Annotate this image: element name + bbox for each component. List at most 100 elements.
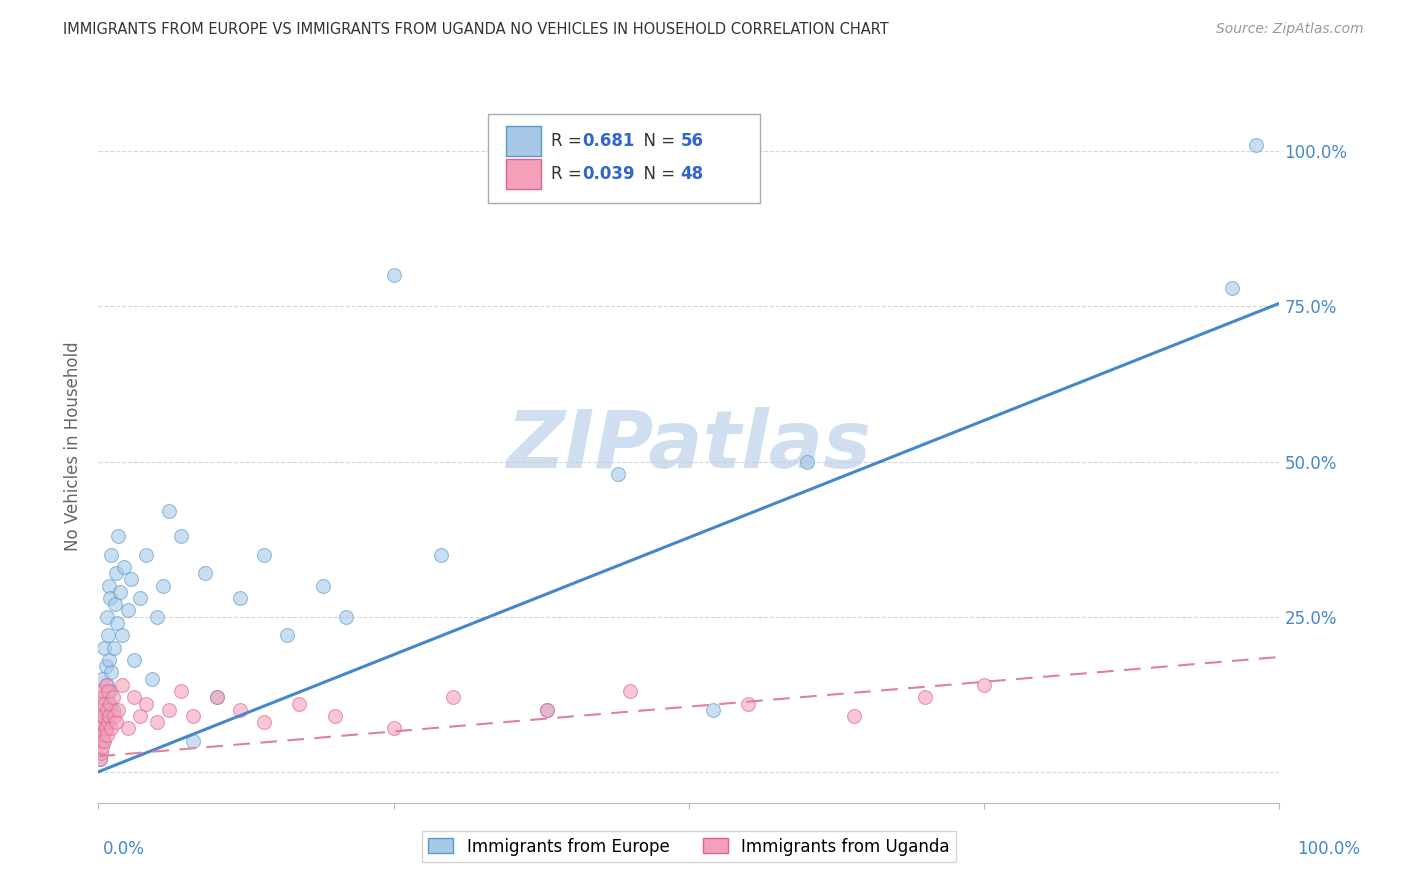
Point [89,733,111,747]
Point [91,727,114,741]
Point [107,703,129,717]
Point [94,722,117,736]
Point [96,727,118,741]
Text: IMMIGRANTS FROM EUROPE VS IMMIGRANTS FROM UGANDA NO VEHICLES IN HOUSEHOLD CORREL: IMMIGRANTS FROM EUROPE VS IMMIGRANTS FRO… [63,22,889,37]
Y-axis label: No Vehicles in Household: No Vehicles in Household [65,341,83,551]
Text: R =: R = [551,132,586,150]
Point [108,584,131,599]
Point [97,697,120,711]
Point [91,709,114,723]
Point [117,722,139,736]
Point [335,609,357,624]
Point [135,548,157,562]
Text: 100.0%: 100.0% [1298,840,1360,858]
Point [97,715,120,730]
Point [205,690,228,705]
Point [98,684,121,698]
Point [117,603,139,617]
Point [90,703,112,717]
Point [122,653,145,667]
Point [90,703,112,717]
Point [170,684,193,698]
Point [94,659,117,673]
Point [702,703,724,717]
Point [146,715,169,730]
Point [111,678,134,692]
Point [276,628,298,642]
Point [89,752,111,766]
Point [111,628,134,642]
Point [181,733,204,747]
Point [105,615,128,630]
Text: 48: 48 [681,165,704,183]
Point [94,722,117,736]
Point [105,566,128,581]
Point [229,703,252,717]
Text: 0.681: 0.681 [582,132,636,150]
Text: N =: N = [634,165,681,183]
Point [107,529,129,543]
Point [181,709,204,723]
Point [122,690,145,705]
Point [104,597,127,611]
Point [98,653,121,667]
Point [1244,138,1267,153]
Point [619,684,641,698]
Point [91,672,114,686]
Text: 0.039: 0.039 [582,165,636,183]
FancyBboxPatch shape [506,159,541,189]
Point [103,709,125,723]
Point [91,733,114,747]
Point [89,752,111,766]
FancyBboxPatch shape [506,126,541,155]
Point [607,467,630,481]
Point [91,739,114,754]
Point [93,709,115,723]
Point [90,727,112,741]
Point [96,609,118,624]
Point [135,697,157,711]
Point [157,504,180,518]
Point [93,733,115,747]
Point [205,690,228,705]
Point [323,709,346,723]
Point [914,690,936,705]
Point [141,672,163,686]
Point [91,690,114,705]
Point [98,709,121,723]
Point [100,548,122,562]
Point [101,703,124,717]
Point [128,709,150,723]
Point [98,697,121,711]
Point [796,454,818,468]
Point [100,665,122,680]
Point [112,560,135,574]
Point [91,715,114,730]
Point [288,697,311,711]
Point [105,715,128,730]
Point [536,703,558,717]
Point [170,529,193,543]
Point [844,709,866,723]
Text: ZIPatlas: ZIPatlas [506,407,872,485]
FancyBboxPatch shape [488,114,759,203]
Point [96,678,118,692]
Point [973,678,995,692]
Point [121,573,143,587]
Point [536,703,558,717]
Point [94,678,117,692]
Point [382,722,405,736]
Point [98,579,121,593]
Point [441,690,464,705]
Point [93,697,115,711]
Text: 56: 56 [681,132,703,150]
Point [128,591,150,605]
Point [152,579,174,593]
Legend: Immigrants from Europe, Immigrants from Uganda: Immigrants from Europe, Immigrants from … [422,831,956,863]
Point [1220,281,1243,295]
Point [312,579,335,593]
Point [253,715,276,730]
Point [91,690,114,705]
Text: R =: R = [551,165,586,183]
Point [97,684,120,698]
